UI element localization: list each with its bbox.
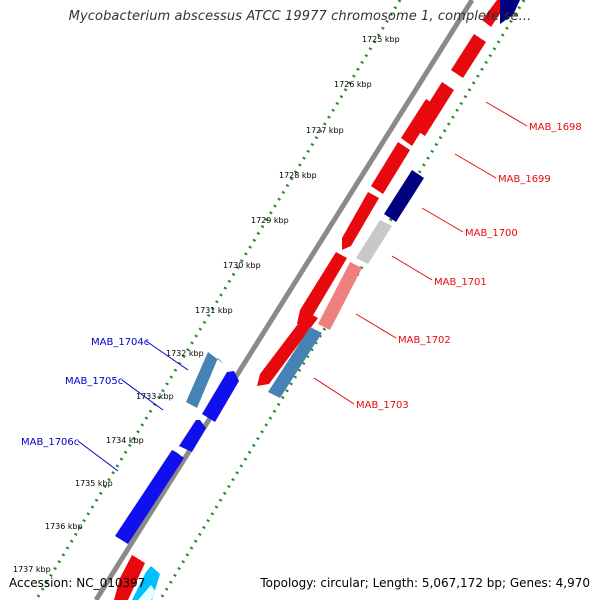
gene-feature[interactable] [500, 0, 520, 24]
gene-labels: MAB_1698 MAB_1699 MAB_1700 MAB_1701 MAB_… [21, 122, 582, 448]
forward-features [257, 0, 520, 398]
tick-label: 1737 kbp [13, 565, 51, 574]
tick-label: 1733 kbp [136, 392, 174, 401]
gene-feature[interactable] [257, 312, 318, 386]
gene-feature[interactable] [297, 252, 347, 324]
gene-feature[interactable] [138, 585, 156, 600]
gene-label-mab-1704c[interactable]: MAB_1704c [91, 337, 149, 348]
reverse-features [115, 352, 239, 544]
tick-label: 1730 kbp [223, 261, 261, 270]
tick-label: 1728 kbp [279, 171, 317, 180]
bottom-features [114, 555, 160, 600]
tick-label: 1725 kbp [362, 35, 400, 44]
tick-label: 1732 kbp [166, 349, 204, 358]
gene-feature[interactable] [114, 555, 145, 600]
gene-feature[interactable] [268, 327, 322, 398]
genome-summary-text: Topology: circular; Length: 5,067,172 bp… [260, 576, 590, 590]
backbone-inner [101, 0, 479, 600]
gene-feature[interactable] [202, 371, 239, 422]
gene-label-mab-1702[interactable]: MAB_1702 [398, 335, 451, 346]
gene-feature[interactable] [342, 192, 379, 250]
map-title: Mycobacterium abscessus ATCC 19977 chrom… [68, 9, 532, 24]
gene-feature[interactable] [371, 142, 410, 194]
tick-label: 1734 kbp [106, 436, 144, 445]
tick-label: 1731 kbp [195, 306, 233, 315]
gene-feature[interactable] [356, 220, 392, 264]
gene-label-mab-1705c[interactable]: MAB_1705c [65, 376, 123, 387]
tick-ring-outer [34, 0, 402, 600]
tick-label: 1726 kbp [334, 80, 372, 89]
backbone-outer [93, 0, 475, 600]
leader-lines [77, 101, 528, 472]
tick-labels: 1725 kbp 1726 kbp 1727 kbp 1728 kbp 1729… [13, 35, 400, 574]
tick-label: 1727 kbp [306, 126, 344, 135]
tick-ring-inner [158, 0, 526, 600]
gene-feature[interactable] [384, 170, 424, 222]
gene-feature[interactable] [401, 99, 437, 146]
gene-feature[interactable] [318, 262, 362, 330]
gene-label-mab-1698[interactable]: MAB_1698 [529, 122, 582, 133]
gene-feature[interactable] [179, 420, 206, 452]
accession-text: Accession: NC_010397 [9, 576, 146, 590]
tick-label: 1729 kbp [251, 216, 289, 225]
gene-feature[interactable] [115, 450, 184, 544]
tick-label: 1736 kbp [45, 522, 83, 531]
tick-label: 1735 kbp [75, 479, 113, 488]
gene-feature[interactable] [186, 352, 224, 408]
gene-label-mab-1700[interactable]: MAB_1700 [465, 228, 518, 239]
gene-label-mab-1706c[interactable]: MAB_1706c [21, 437, 79, 448]
gene-feature[interactable] [451, 34, 486, 78]
gene-label-mab-1699[interactable]: MAB_1699 [498, 174, 551, 185]
gene-label-mab-1703[interactable]: MAB_1703 [356, 400, 409, 411]
gene-label-mab-1701[interactable]: MAB_1701 [434, 277, 487, 288]
